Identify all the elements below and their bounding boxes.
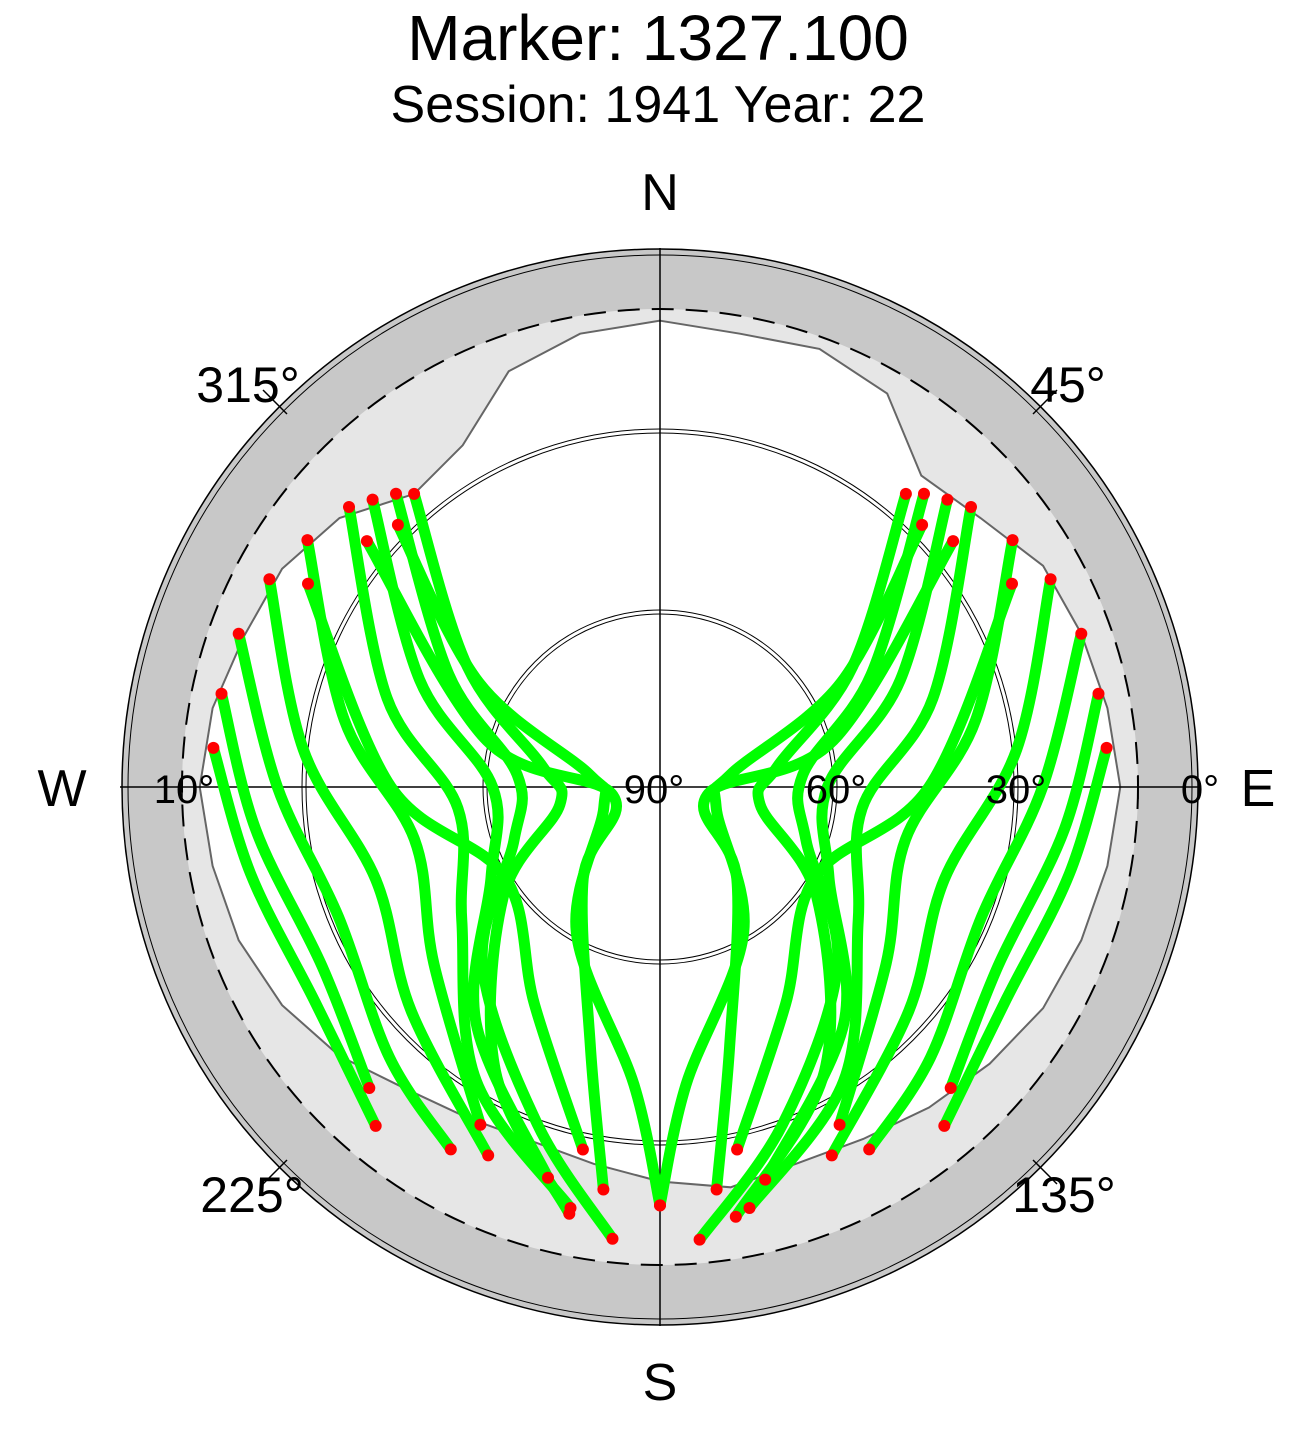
track-endpoint-16-start (232, 627, 245, 640)
azimuth-label-45: 45° (1030, 357, 1106, 413)
track-endpoint-18-end (369, 1119, 382, 1132)
track-endpoint-17-end (363, 1082, 376, 1094)
track-endpoint-22-end (597, 1183, 610, 1196)
satellite-track-22 (361, 535, 622, 1195)
satellite-track-19 (654, 519, 928, 1211)
satellite-track-24 (302, 578, 589, 1155)
satellite-track-9 (938, 742, 1113, 1132)
track-endpoint-14-start (301, 534, 314, 547)
track-endpoint-3-start (941, 493, 954, 506)
elevation-label-60: 60° (806, 768, 867, 812)
track-endpoint-5-start (1006, 534, 1019, 547)
track-endpoint-2-end (693, 1233, 706, 1246)
elevation-label-0: 0° (1181, 768, 1219, 812)
track-endpoint-6-start (1044, 573, 1057, 586)
tick-225 (262, 1159, 288, 1185)
track-endpoint-23-end (731, 1143, 744, 1156)
elevation-label-90: 90° (624, 768, 685, 812)
track-endpoint-6-end (825, 1149, 838, 1162)
track-endpoint-12-start (366, 493, 379, 506)
track-endpoint-22-start (360, 535, 373, 548)
satellite-tracks (207, 488, 1113, 1246)
satellite-track-7 (863, 628, 1087, 1155)
direction-east-label: E (1241, 760, 1276, 818)
satellite-track-21 (698, 535, 959, 1195)
track-endpoint-20-start (391, 518, 404, 531)
elevation-label-10: 10° (154, 768, 215, 812)
tick-45 (1032, 389, 1058, 415)
track-endpoint-11-start (390, 487, 402, 500)
track-endpoint-1-start (899, 487, 912, 500)
track-endpoints (207, 487, 1113, 1246)
satellite-track-6 (826, 573, 1057, 1161)
track-endpoint-15-end (482, 1149, 495, 1162)
track-endpoint-21-end (710, 1183, 723, 1196)
track-endpoint-12-end (542, 1171, 554, 1184)
satellite-track-2 (694, 488, 930, 1246)
satellite-track-3 (759, 494, 953, 1186)
track-endpoint-7-start (1075, 627, 1088, 640)
track-endpoint-17-start (215, 687, 228, 700)
track-endpoint-9-start (1100, 741, 1113, 754)
track-endpoint-4-start (965, 501, 977, 513)
track-endpoint-8-start (1092, 687, 1105, 700)
chart-title: Marker: 1327.100 (407, 2, 909, 74)
track-endpoint-19-start (916, 518, 929, 531)
track-endpoint-11-end (606, 1232, 619, 1245)
satellite-track-20 (392, 519, 666, 1211)
satellite-track-12 (367, 494, 554, 1184)
satellite-track-18 (207, 742, 382, 1132)
azimuth-label-135: 135° (1012, 1167, 1115, 1223)
track-endpoint-1-end (729, 1210, 742, 1223)
track-endpoint-24-start (302, 577, 314, 590)
satellite-track-15 (263, 573, 494, 1161)
track-endpoint-16-end (444, 1143, 457, 1156)
satellite-track-11 (390, 488, 618, 1245)
track-endpoint-24-end (576, 1143, 589, 1156)
azimuth-label-315: 315° (196, 357, 299, 413)
azimuth-label-225: 225° (200, 1167, 303, 1223)
track-endpoint-8-end (944, 1082, 957, 1094)
satellite-track-17 (216, 688, 375, 1094)
track-endpoint-13-start (343, 501, 355, 513)
track-endpoint-18-start (207, 741, 220, 754)
track-endpoint-15-start (263, 573, 276, 586)
tick-315 (262, 389, 288, 415)
track-endpoint-4-end (743, 1202, 756, 1214)
track-endpoint-2-start (918, 487, 930, 500)
track-endpoint-3-end (759, 1173, 772, 1186)
track-endpoint-5-end (833, 1118, 846, 1131)
track-endpoint-23-start (1006, 577, 1018, 590)
track-endpoint-21-start (947, 535, 960, 548)
satellite-track-13 (343, 501, 576, 1214)
satellite-track-8 (945, 688, 1104, 1094)
track-endpoint-13-end (564, 1202, 577, 1214)
direction-north-label: N (641, 164, 679, 222)
satellite-track-4 (744, 501, 977, 1214)
elevation-label-30: 30° (986, 768, 1047, 812)
track-endpoint-10-start (408, 487, 421, 500)
track-endpoint-14-end (474, 1118, 487, 1131)
track-endpoint-9-end (938, 1119, 951, 1132)
tick-135 (1032, 1159, 1058, 1185)
satellite-track-23 (731, 578, 1018, 1155)
direction-west-label: W (37, 760, 86, 818)
chart-subtitle: Session: 1941 Year: 22 (390, 76, 926, 134)
direction-south-label: S (643, 1354, 678, 1412)
satellite-track-16 (233, 628, 457, 1155)
track-endpoint-20-end (654, 1199, 666, 1212)
track-endpoint-7-end (863, 1143, 876, 1156)
